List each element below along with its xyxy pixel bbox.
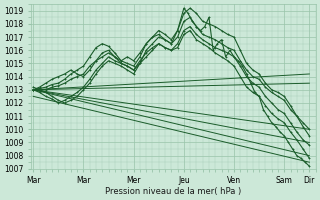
X-axis label: Pression niveau de la mer( hPa ): Pression niveau de la mer( hPa ) xyxy=(105,187,242,196)
